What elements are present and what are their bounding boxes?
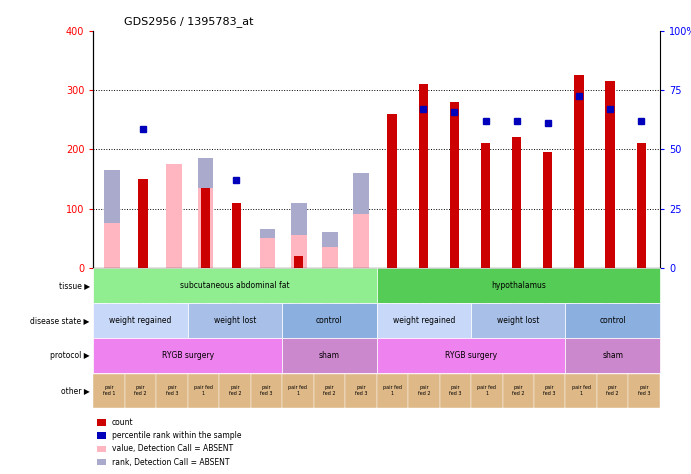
Bar <box>353 173 369 268</box>
Bar <box>231 203 241 268</box>
Text: pair fed
1: pair fed 1 <box>288 385 307 396</box>
Text: pair fed
1: pair fed 1 <box>571 385 591 396</box>
Text: pair fed
1: pair fed 1 <box>194 385 213 396</box>
Text: percentile rank within the sample: percentile rank within the sample <box>112 431 241 440</box>
Text: control: control <box>316 316 343 325</box>
Text: control: control <box>599 316 626 325</box>
Text: value, Detection Call = ABSENT: value, Detection Call = ABSENT <box>112 445 233 453</box>
Text: count: count <box>112 418 133 427</box>
Bar <box>605 81 615 268</box>
Text: tissue ▶: tissue ▶ <box>59 281 90 290</box>
Text: RYGB surgery: RYGB surgery <box>445 351 497 360</box>
Bar <box>353 215 369 268</box>
Bar <box>636 144 646 268</box>
Text: pair
fed 2: pair fed 2 <box>134 385 146 396</box>
Text: pair
fed 1: pair fed 1 <box>103 385 115 396</box>
Text: sham: sham <box>319 351 340 360</box>
Text: weight regained: weight regained <box>392 316 455 325</box>
Bar <box>200 188 210 268</box>
Text: pair
fed 2: pair fed 2 <box>512 385 524 396</box>
Text: pair fed
1: pair fed 1 <box>383 385 402 396</box>
Text: rank, Detection Call = ABSENT: rank, Detection Call = ABSENT <box>112 458 229 466</box>
Bar <box>512 137 522 268</box>
Bar <box>481 144 490 268</box>
Text: RYGB surgery: RYGB surgery <box>162 351 214 360</box>
Bar <box>167 164 182 268</box>
Bar <box>138 179 148 268</box>
Text: weight regained: weight regained <box>109 316 171 325</box>
Bar <box>260 238 276 268</box>
Bar <box>104 223 120 268</box>
Text: subcutaneous abdominal fat: subcutaneous abdominal fat <box>180 281 290 290</box>
Text: pair
fed 3: pair fed 3 <box>166 385 178 396</box>
Text: GDS2956 / 1395783_at: GDS2956 / 1395783_at <box>124 17 254 27</box>
Text: sham: sham <box>602 351 623 360</box>
Bar <box>543 152 553 268</box>
Bar <box>294 256 303 268</box>
Text: other ▶: other ▶ <box>61 386 90 395</box>
Bar <box>322 247 338 268</box>
Text: pair fed
1: pair fed 1 <box>477 385 496 396</box>
Bar <box>419 84 428 268</box>
Text: protocol ▶: protocol ▶ <box>50 351 90 360</box>
Text: hypothalamus: hypothalamus <box>491 281 546 290</box>
Bar <box>291 235 307 268</box>
Text: pair
fed 2: pair fed 2 <box>323 385 336 396</box>
Text: pair
fed 3: pair fed 3 <box>261 385 273 396</box>
Text: pair
fed 2: pair fed 2 <box>607 385 619 396</box>
Bar <box>198 158 213 268</box>
Text: pair
fed 3: pair fed 3 <box>354 385 367 396</box>
Bar <box>104 170 120 268</box>
Bar <box>260 229 276 268</box>
Bar <box>450 102 459 268</box>
Text: pair
fed 3: pair fed 3 <box>449 385 462 396</box>
Text: pair
fed 3: pair fed 3 <box>544 385 556 396</box>
Bar <box>198 188 213 268</box>
Bar <box>322 232 338 268</box>
Bar <box>388 114 397 268</box>
Bar <box>574 75 584 268</box>
Text: pair
fed 3: pair fed 3 <box>638 385 650 396</box>
Text: disease state ▶: disease state ▶ <box>30 316 90 325</box>
Text: weight lost: weight lost <box>214 316 256 325</box>
Text: weight lost: weight lost <box>497 316 540 325</box>
Bar <box>167 191 182 268</box>
Bar <box>291 203 307 268</box>
Text: pair
fed 2: pair fed 2 <box>417 385 430 396</box>
Text: pair
fed 2: pair fed 2 <box>229 385 241 396</box>
